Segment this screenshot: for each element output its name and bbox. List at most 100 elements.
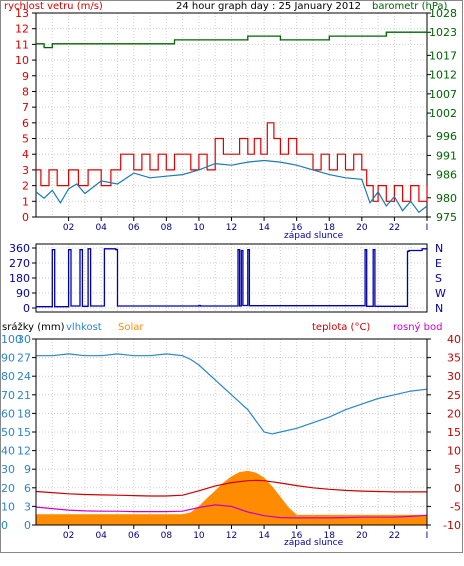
wind-tick-label: 11 <box>15 38 29 51</box>
rain-tick-label: 0 <box>24 519 31 532</box>
bot-right-ticks: -10 -5 0 5 10 15 20 25 30 35 40 <box>427 333 461 532</box>
wind-tick-label: 0 <box>22 211 29 224</box>
wind-tick-label: 3 <box>22 164 29 177</box>
wind-tick-label: 7 <box>22 101 29 114</box>
x-tick-label: 06 <box>128 223 140 233</box>
baro-tick-label: 986 <box>436 169 457 182</box>
humidity-tick-label: 30 <box>1 463 15 476</box>
temperature-tick-label: 30 <box>447 370 461 383</box>
rain-tick-label: 21 <box>17 389 31 402</box>
rain-tick-label: 6 <box>24 482 31 495</box>
baro-tick-label: 1028 <box>429 7 457 20</box>
x-tick-label: 04 <box>95 531 107 541</box>
top-sunset-label: západ slunce <box>284 231 344 241</box>
x-tick-label: 08 <box>161 531 173 541</box>
x-tick-label: 14 <box>258 223 270 233</box>
x-tick-label: 12 <box>226 531 237 541</box>
temperature-tick-label: 35 <box>447 352 461 365</box>
compass-tick-label: S <box>435 272 442 285</box>
x-tick-label: 10 <box>193 531 205 541</box>
rain-tick-label: 15 <box>17 426 31 439</box>
rain-tick-label: 18 <box>17 407 31 420</box>
humidity-tick-label: 100 <box>1 333 22 346</box>
temperature-tick-label: 0 <box>454 482 461 495</box>
humidity-tick-label: 20 <box>1 482 15 495</box>
rain-tick-label: 24 <box>17 370 31 383</box>
dew-point-line <box>35 504 428 519</box>
temperature-tick-label: 20 <box>447 407 461 420</box>
direction-tick-label: 360 <box>9 242 30 255</box>
humidity-tick-label: 50 <box>1 426 15 439</box>
bot-x-ticks: 02 04 06 08 10 12 14 16 18 20 22 I <box>63 525 428 541</box>
compass-tick-label: N <box>435 302 443 315</box>
wind-tick-label: 12 <box>15 23 29 36</box>
baro-tick-label: 980 <box>436 192 457 205</box>
x-tick-label: 18 <box>324 223 336 233</box>
humidity-tick-label: 90 <box>1 352 15 365</box>
rain-tick-label: 27 <box>17 352 31 365</box>
wind-axis-label: rychlost vetru (m/s) <box>4 1 103 12</box>
x-tick-label: 12 <box>226 223 237 233</box>
x-tick-label: 02 <box>63 531 74 541</box>
direction-tick-label: 270 <box>9 257 30 270</box>
temperature-tick-label: 15 <box>447 426 461 439</box>
x-tick-label: I <box>426 531 429 541</box>
rain-tick-label: 12 <box>17 445 31 458</box>
baro-tick-label: 1002 <box>429 107 457 120</box>
wind-speed-line <box>36 122 428 202</box>
wind-tick-label: 8 <box>22 85 29 98</box>
x-tick-label: 10 <box>193 223 205 233</box>
wind-tick-label: 2 <box>22 180 29 193</box>
x-tick-label: 06 <box>128 531 140 541</box>
compass-tick-label: E <box>435 257 442 270</box>
bot-sunset-label: západ slunce <box>284 538 344 548</box>
direction-tick-label: 180 <box>9 272 30 285</box>
humidity-line <box>36 353 428 435</box>
wind-tick-label: 1 <box>22 195 29 208</box>
baro-tick-label: 991 <box>436 149 457 162</box>
mid-series <box>36 248 428 308</box>
temperature-tick-label: -10 <box>443 519 461 532</box>
humidity-tick-label: 40 <box>1 445 15 458</box>
rain-tick-label: 3 <box>24 500 31 513</box>
direction-tick-label: 90 <box>16 287 30 300</box>
solar-area <box>35 470 428 526</box>
x-tick-label: 22 <box>389 223 400 233</box>
x-tick-label: 04 <box>95 223 107 233</box>
x-tick-label: 20 <box>356 531 368 541</box>
humidity-tick-label: 80 <box>1 370 15 383</box>
temperature-tick-label: 10 <box>447 445 461 458</box>
humidity-tick-label: 60 <box>1 407 15 420</box>
temperature-tick-label: 25 <box>447 389 461 402</box>
direction-tick-label: 0 <box>23 302 30 315</box>
x-tick-label: 18 <box>324 531 336 541</box>
humidity-tick-label: 0 <box>1 519 8 532</box>
wind-tick-label: 9 <box>22 70 29 83</box>
x-tick-label: 14 <box>258 531 270 541</box>
top-right-ticks: 975 980 986 991 996 1002 1007 1012 1017 1023 1028 <box>427 7 457 224</box>
wind-average-line <box>35 159 428 214</box>
bot-series <box>35 353 428 526</box>
humidity-legend: vlhkost <box>66 322 102 333</box>
bot-left-ticks: 0 10 20 30 40 50 60 70 80 90 100 0 3 6 9 12 15 18 21 24 27 30 <box>1 333 36 532</box>
humidity-tick-label: 70 <box>1 389 15 402</box>
humidity-tick-label: 10 <box>1 500 15 513</box>
temperature-tick-label: -5 <box>450 500 461 513</box>
baro-tick-label: 1017 <box>429 49 457 62</box>
baro-tick-label: 1012 <box>429 69 457 82</box>
mid-left-ticks: 0 90 180 270 360 <box>9 242 36 315</box>
x-tick-label: 22 <box>389 531 400 541</box>
temperature-line <box>35 479 427 497</box>
compass-tick-label: N <box>435 242 443 255</box>
baro-tick-label: 1007 <box>429 88 457 101</box>
baro-tick-label: 975 <box>436 211 457 224</box>
x-tick-label: 16 <box>291 531 303 541</box>
rain-tick-label: 9 <box>24 463 31 476</box>
chart-title: 24 hour graph day : 25 January 2012 <box>176 1 361 12</box>
rain-axis-label: srážky (mm) <box>2 321 65 333</box>
barometer-line <box>36 31 428 49</box>
wind-direction-line <box>36 248 428 308</box>
